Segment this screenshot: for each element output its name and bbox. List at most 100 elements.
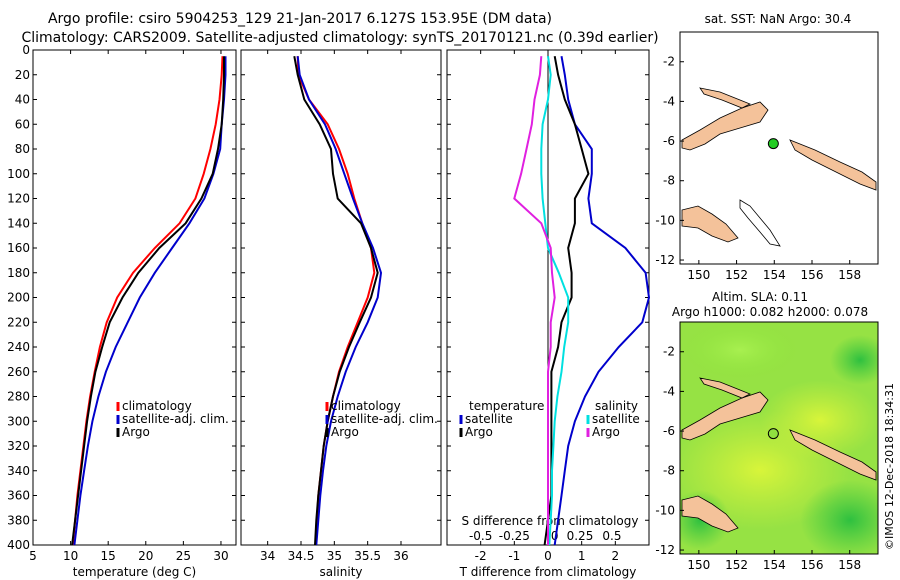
temperature-xtick-label: 15 [101, 549, 116, 563]
figure-title-line2: Climatology: CARS2009. Satellite-adjuste… [21, 30, 658, 46]
temperature-legend-label: climatology [122, 399, 192, 413]
depth-tick-label: 240 [7, 340, 30, 354]
depth-tick-label: 100 [7, 167, 30, 181]
temperature-xtick-label: 10 [63, 549, 78, 563]
salinity-panel: 34 34.5 35 35.5 36 salinity climatologysatelli… [240, 49, 442, 579]
sst-lon-label: 154 [763, 268, 786, 282]
salinity-frame [240, 49, 442, 546]
sla-map-land [681, 377, 877, 533]
legend-salinity-label: satellite [592, 412, 640, 426]
sla-land-new-guinea [681, 495, 739, 533]
sla-lon-label: 154 [763, 558, 786, 572]
temperature-series-argo [71, 56, 225, 546]
differences-series-s_argo [513, 56, 556, 545]
temperature-legend-label: Argo [122, 425, 150, 439]
sst-map-ticks: 150 152 154 156 158 -2 -4 -6 -8 -10 -12 [655, 55, 861, 282]
sla-land-bougainville [789, 429, 877, 481]
sla-map-ticks: 150 152 154 156 158 -2 -4 -6 -8 -10 -12 [655, 345, 861, 572]
salinity-series-satellite [296, 56, 383, 546]
depth-tick-label: 60 [15, 117, 30, 131]
sla-argo-location-marker [767, 428, 779, 440]
legend-salinity-label: Argo [592, 425, 620, 439]
depth-tick-label: 200 [7, 291, 30, 305]
sla-lon-label: 156 [801, 558, 824, 572]
salinity-xtick-label: 35.5 [354, 549, 381, 563]
sla-map-title2: Argo h1000: 0.082 h2000: 0.078 [672, 305, 868, 319]
depth-tick-label: 360 [7, 489, 30, 503]
temperature-xtick-label: 5 [29, 549, 37, 563]
depth-tick-label: 260 [7, 365, 30, 379]
depth-tick-label: 220 [7, 315, 30, 329]
salinity-xtick-label: 36 [393, 549, 408, 563]
salinity-xlabel: salinity [319, 565, 362, 579]
sst-lat-label: -4 [663, 94, 675, 108]
sst-lon-label: 156 [801, 268, 824, 282]
land-new-ireland [699, 87, 751, 109]
depth-tick-label: 400 [7, 538, 30, 552]
differences-xtick-label: 0 [544, 549, 552, 563]
temperature-frame [32, 49, 237, 546]
sla-lon-label: 152 [725, 558, 748, 572]
land-new-guinea [681, 205, 739, 243]
legend-temperature-label: Argo [465, 425, 493, 439]
temperature-legend-label: satellite-adj. clim. [122, 412, 229, 426]
differences-xtick-label: 1 [578, 549, 586, 563]
differences-xlabel: T difference from climatology [459, 565, 637, 579]
sst-lat-label: -8 [663, 174, 675, 188]
sst-lat-label: -10 [655, 213, 675, 227]
depth-tick-label: 0 [22, 43, 30, 57]
sla-map-title1: Altim. SLA: 0.11 [712, 290, 808, 304]
temperature-xtick-label: 30 [213, 549, 228, 563]
depth-tick-label: 320 [7, 439, 30, 453]
sla-lon-label: 158 [838, 558, 861, 572]
sla-land-new-britain [681, 391, 769, 441]
sla-lat-label: -6 [663, 424, 675, 438]
sla-lat-label: -4 [663, 384, 675, 398]
depth-tick-label: 140 [7, 216, 30, 230]
depth-tick-label: 40 [15, 93, 30, 107]
temperature-xtick-label: 20 [138, 549, 153, 563]
sla-lon-label: 150 [687, 558, 710, 572]
sst-argo-location-marker [767, 138, 779, 150]
xtick-top-label: 0.5 [602, 529, 621, 543]
differences-xtick-label: -2 [475, 549, 487, 563]
salinity-xtick-label: 34.5 [288, 549, 315, 563]
salinity-series-argo [293, 56, 379, 546]
sla-yellow-region-2 [760, 380, 878, 460]
differences-series-t_satellite [540, 56, 570, 546]
salinity-xtick-label: 34 [260, 549, 275, 563]
sla-land-new-ireland [699, 377, 751, 399]
temperature-xtick-label: 25 [176, 549, 191, 563]
legend-temperature-heading: temperature [469, 399, 544, 413]
sla-dark-green-region-3 [830, 335, 878, 385]
land-islands [739, 199, 781, 247]
sst-lon-label: 158 [838, 268, 861, 282]
differences-xtick-label: -1 [508, 549, 520, 563]
legend-temperature-label: satellite [465, 412, 513, 426]
sst-lat-label: -6 [663, 134, 675, 148]
land-bougainville [789, 139, 877, 191]
figure-title-line1: Argo profile: csiro 5904253_129 21-Jan-2… [48, 11, 552, 27]
depth-tick-label: 300 [7, 414, 30, 428]
sla-green-region [680, 322, 800, 380]
sla-map-frame [679, 321, 879, 555]
sst-map-land [681, 87, 877, 247]
xtick-top-label: -0.5 [469, 529, 492, 543]
sla-lat-label: -8 [663, 464, 675, 478]
salinity-legend-label: satellite-adj. clim. [331, 412, 438, 426]
depth-tick-label: 80 [15, 142, 30, 156]
depth-tick-label: 180 [7, 266, 30, 280]
depth-tick-label: 280 [7, 390, 30, 404]
temperature-xlabel: temperature (deg C) [73, 565, 196, 579]
depth-tick-label: 380 [7, 513, 30, 527]
xtick-top-label: 0 [551, 529, 559, 543]
sst-lat-label: -12 [655, 253, 675, 267]
differences-xtick-label: 2 [612, 549, 620, 563]
sst-lon-label: 150 [687, 268, 710, 282]
depth-tick-label: 20 [15, 68, 30, 82]
depth-tick-label: 340 [7, 464, 30, 478]
differences-series-satellite [553, 56, 651, 546]
sla-lat-label: -10 [655, 503, 675, 517]
